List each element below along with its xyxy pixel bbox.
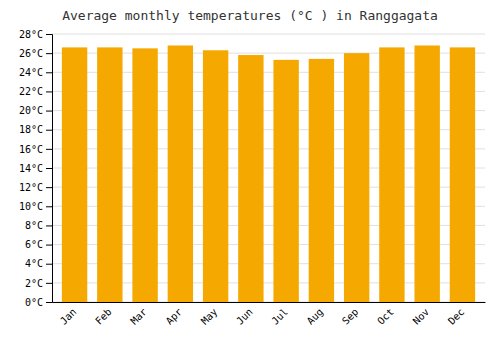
y-axis-line — [46, 35, 53, 303]
x-tick: Dec — [446, 306, 467, 327]
x-tick-label: Jul — [269, 306, 290, 327]
x-axis: Jan Feb Mar Apr May Jun Jul Aug Sep Oct Nov Dec — [53, 303, 486, 327]
y-tick-label: 0°C — [25, 297, 43, 308]
y-tick-mark — [46, 130, 52, 131]
bar — [344, 53, 369, 302]
y-tick-label: 20°C — [19, 105, 43, 116]
x-tick-label: Sep — [340, 306, 361, 327]
y-tick-mark — [46, 111, 52, 112]
bar — [168, 45, 193, 302]
x-tick: May — [199, 306, 220, 327]
y-tick: 24°C — [19, 67, 52, 78]
bar — [414, 45, 439, 302]
y-tick-mark — [46, 149, 52, 150]
x-tick-label: Oct — [375, 306, 396, 327]
x-axis-line — [53, 302, 486, 303]
x-tick: Feb — [93, 306, 114, 327]
y-tick-label: 22°C — [19, 86, 43, 97]
y-tick-label: 24°C — [19, 67, 43, 78]
x-tick-label: May — [199, 306, 220, 327]
y-tick: 8°C — [25, 220, 52, 231]
bar — [309, 59, 334, 302]
y-tick: 4°C — [25, 258, 52, 269]
y-tick: 10°C — [19, 201, 52, 212]
grid — [52, 34, 485, 302]
x-tick-label: Feb — [93, 306, 114, 327]
y-tick-label: 26°C — [19, 48, 43, 59]
bar — [379, 47, 404, 302]
y-tick-label: 12°C — [19, 182, 43, 193]
x-tick: Jul — [269, 306, 290, 327]
title: Average monthly temperatures (°C ) in Ra… — [62, 8, 438, 23]
plot: 0°C 2°C 4°C 6°C 8°C 10°C 12°C 14°C 16°C 18°C 20°C 2… — [19, 29, 486, 327]
y-tick-label: 8°C — [25, 220, 43, 231]
y-axis: 0°C 2°C 4°C 6°C 8°C 10°C 12°C 14°C 16°C 18°C 20°C 2… — [19, 29, 53, 308]
x-tick: Aug — [305, 306, 326, 327]
grid-line — [52, 34, 485, 35]
y-tick: 26°C — [19, 48, 52, 59]
x-tick: Apr — [164, 306, 185, 327]
y-tick-mark — [46, 283, 52, 284]
x-tick: Jan — [58, 306, 79, 327]
y-tick: 22°C — [19, 86, 52, 97]
bar — [238, 55, 263, 302]
y-tick-mark — [46, 302, 52, 303]
x-tick-label: Aug — [305, 306, 326, 327]
bars — [62, 45, 475, 302]
y-tick-label: 28°C — [19, 29, 43, 40]
chart: Average monthly temperatures (°C ) in Ra… — [0, 0, 500, 350]
y-tick-mark — [46, 187, 52, 188]
y-tick-mark — [46, 245, 52, 246]
y-tick-label: 10°C — [19, 201, 43, 212]
y-tick-mark — [46, 168, 52, 169]
x-tick-label: Apr — [164, 306, 185, 327]
y-tick: 0°C — [25, 297, 52, 308]
y-tick-label: 2°C — [25, 278, 43, 289]
x-tick: Nov — [411, 306, 432, 327]
bar — [203, 50, 228, 302]
y-tick-mark — [46, 34, 52, 35]
y-tick: 2°C — [25, 278, 52, 289]
x-tick-label: Dec — [446, 306, 467, 327]
y-tick: 6°C — [25, 239, 52, 250]
x-tick-label: Jun — [234, 306, 255, 327]
y-tick: 28°C — [19, 29, 52, 40]
y-tick: 20°C — [19, 105, 52, 116]
x-tick-label: Jan — [58, 306, 79, 327]
bar — [132, 48, 157, 302]
y-tick-mark — [46, 225, 52, 226]
bar — [62, 47, 87, 302]
y-tick-label: 6°C — [25, 239, 43, 250]
x-tick: Mar — [128, 306, 149, 327]
y-tick-label: 18°C — [19, 124, 43, 135]
y-tick-mark — [46, 264, 52, 265]
y-tick: 12°C — [19, 182, 52, 193]
y-tick-mark — [46, 53, 52, 54]
bar — [97, 47, 122, 302]
y-tick-mark — [46, 72, 52, 73]
y-tick: 14°C — [19, 163, 52, 174]
y-tick-mark — [46, 91, 52, 92]
y-tick-label: 16°C — [19, 144, 43, 155]
y-tick-mark — [46, 206, 52, 207]
x-tick: Jun — [234, 306, 255, 327]
x-tick: Oct — [375, 306, 396, 327]
y-tick: 18°C — [19, 124, 52, 135]
bar — [273, 60, 298, 302]
y-tick-label: 4°C — [25, 258, 43, 269]
y-tick: 16°C — [19, 144, 52, 155]
x-tick-label: Mar — [128, 306, 149, 327]
x-tick: Sep — [340, 306, 361, 327]
y-tick-label: 14°C — [19, 163, 43, 174]
x-tick-label: Nov — [411, 306, 432, 327]
bar — [450, 47, 475, 302]
